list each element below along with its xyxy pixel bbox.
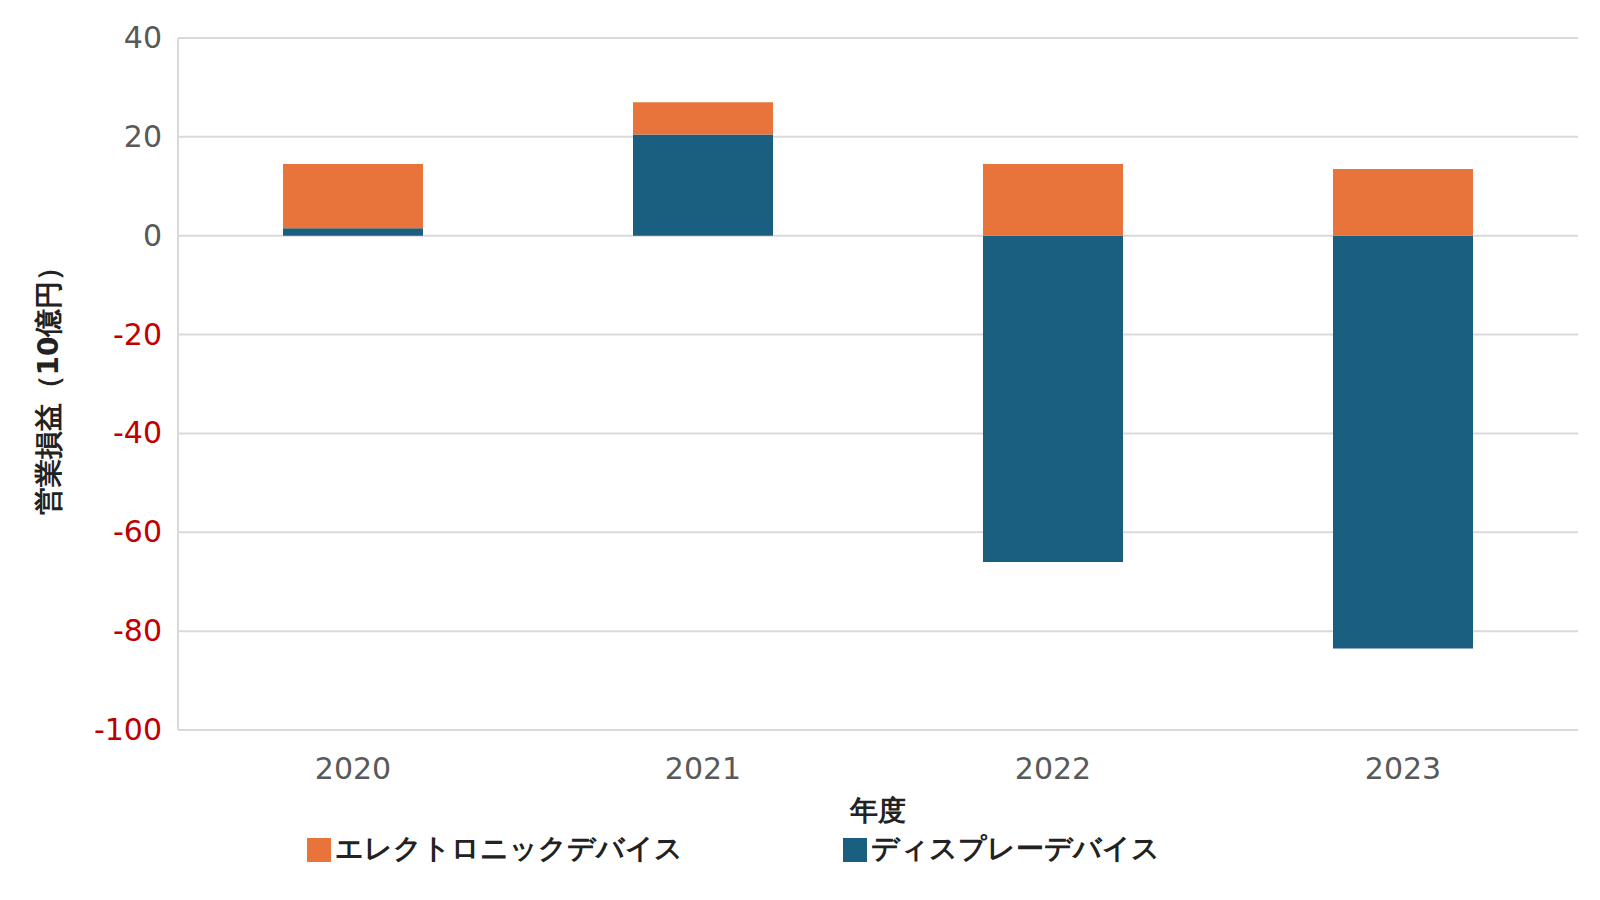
svg-text:40: 40 <box>124 20 162 55</box>
svg-text:0: 0 <box>143 218 162 253</box>
svg-text:-80: -80 <box>113 613 162 648</box>
svg-text:-100: -100 <box>94 712 162 747</box>
svg-text:-20: -20 <box>113 317 162 352</box>
svg-text:2022: 2022 <box>1015 751 1091 786</box>
svg-text:-60: -60 <box>113 514 162 549</box>
html-text:エレクトロニックデバイス: エレクトロニックデバイス <box>334 832 683 865</box>
svg-text:年度: 年度 <box>849 794 906 827</box>
svg-text:20: 20 <box>124 119 162 154</box>
svg-text:営業損益（10億円）: 営業損益（10億円） <box>32 253 65 516</box>
svg-text:2020: 2020 <box>315 751 391 786</box>
svg-text:-40: -40 <box>113 415 162 450</box>
html-text:ディスプレーデバイス: ディスプレーデバイス <box>870 832 1160 865</box>
svg-text:2023: 2023 <box>1365 751 1441 786</box>
svg-text:2021: 2021 <box>665 751 741 786</box>
